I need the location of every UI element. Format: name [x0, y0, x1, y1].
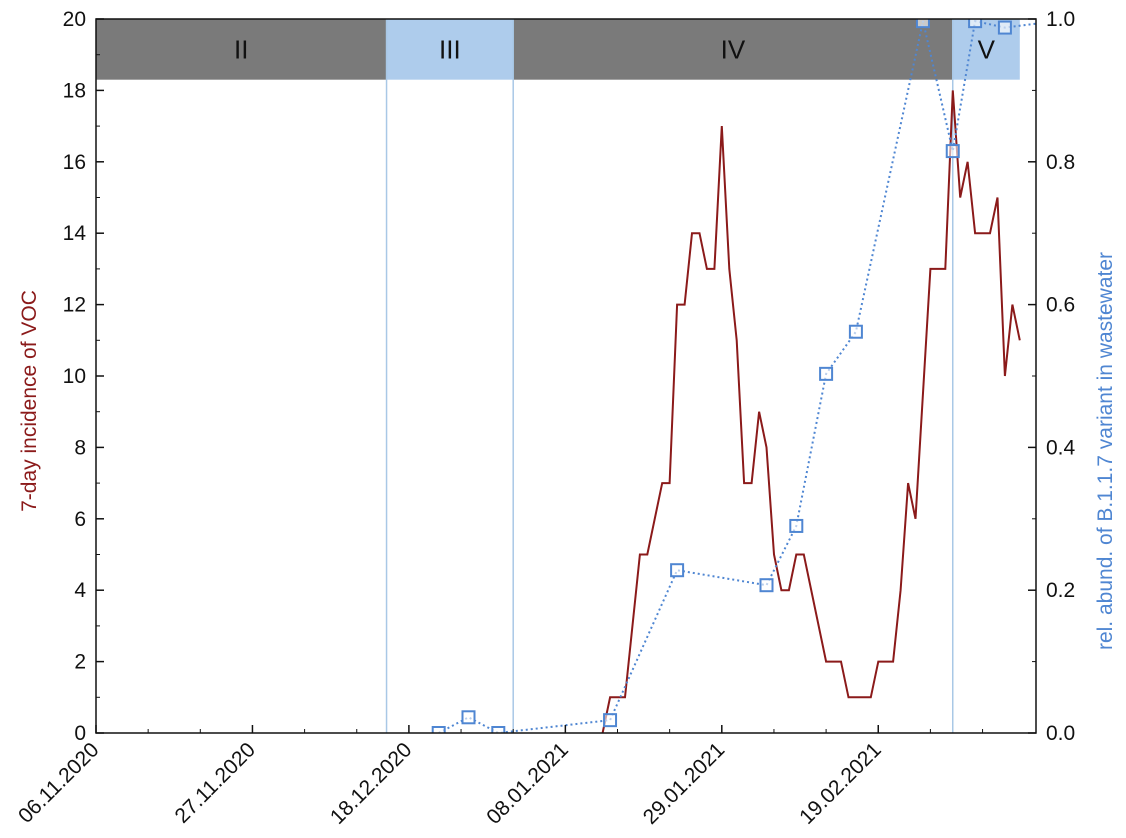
y-left-tick-label-2: 2: [74, 651, 86, 674]
phase-band-2: [386, 19, 514, 80]
y-left-tick-label-10: 18: [63, 79, 86, 102]
y-left-axis-title: 7-day incidence of VOC: [18, 290, 41, 512]
phase-label-2: III: [439, 34, 461, 64]
series-2-marker-12: [968, 19, 983, 29]
phase-label-4: V: [978, 34, 996, 64]
series-2-marker-11: [945, 144, 960, 159]
series-2-marker-1: [431, 726, 446, 733]
y-left-tick-label-7: 12: [63, 294, 86, 317]
x-tick-label-6: 19.02.2021: [795, 738, 886, 829]
y-right-tick-label-4: 0.6: [1046, 294, 1075, 317]
phase-label-1: II: [234, 34, 248, 64]
series-1-line: [601, 90, 1021, 733]
series-2-marker-2: [461, 710, 476, 725]
phase-band-1: [96, 19, 387, 80]
plot-frame: [95, 18, 1037, 734]
y-right-tick-label-1: 0.0: [1046, 722, 1075, 745]
y-left-tick-label-5: 8: [74, 436, 86, 459]
series-2: [431, 19, 1036, 733]
x-tick-label-1: 06.11.2020: [14, 738, 103, 827]
y-left-tick-label-8: 14: [63, 222, 87, 245]
y-right-tick-label-6: 1.0: [1046, 8, 1075, 31]
y-left-tick-label-11: 20: [63, 8, 86, 31]
x-tick-label-5: 29.01.2021: [639, 738, 730, 829]
series-2-marker-3: [491, 726, 506, 733]
y-left-tick-label-4: 6: [74, 508, 86, 531]
series-2-marker-8: [819, 366, 834, 381]
x-tick-label-4: 08.01.2021: [482, 738, 573, 829]
y-right-tick-label-2: 0.2: [1046, 579, 1075, 602]
y-left-axis: 0 2 4 6 8 10 12 14 16 18 20: [63, 8, 104, 745]
x-tick-label-3: 18.12.2020: [326, 738, 417, 829]
series-2-marker-5: [670, 563, 685, 578]
y-left-tick-label-9: 16: [63, 151, 86, 174]
y-left-tick-label-3: 4: [74, 579, 86, 602]
series-2-marker-6: [759, 578, 774, 593]
y-right-tick-label-3: 0.4: [1046, 436, 1076, 459]
series-2-marker-4: [603, 713, 618, 728]
series-2-marker-10: [915, 19, 930, 29]
y-right-tick-label-5: 0.8: [1046, 151, 1075, 174]
series-2-marker-7: [789, 518, 804, 533]
y-left-tick-label-6: 10: [63, 365, 86, 388]
phase-label-3: IV: [721, 34, 746, 64]
y-right-axis-title: rel. abund. of B.1.1.7 variant in wastew…: [1094, 252, 1117, 650]
y-right-axis: 0.0 0.2 0.4 0.6 0.8 1.0: [1028, 8, 1076, 745]
series-2-line: [438, 19, 1036, 733]
series-2-marker-13: [997, 20, 1012, 35]
series-1: [601, 90, 1021, 733]
x-tick-label-2: 27.11.2020: [171, 738, 260, 827]
y-left-tick-label-1: 0: [74, 722, 86, 745]
phase-band-3: [513, 19, 953, 80]
series-2-marker-9: [848, 324, 863, 339]
x-axis: 06.11.2020 27.11.2020 18.12.2020 08.01.2021…: [14, 725, 984, 829]
